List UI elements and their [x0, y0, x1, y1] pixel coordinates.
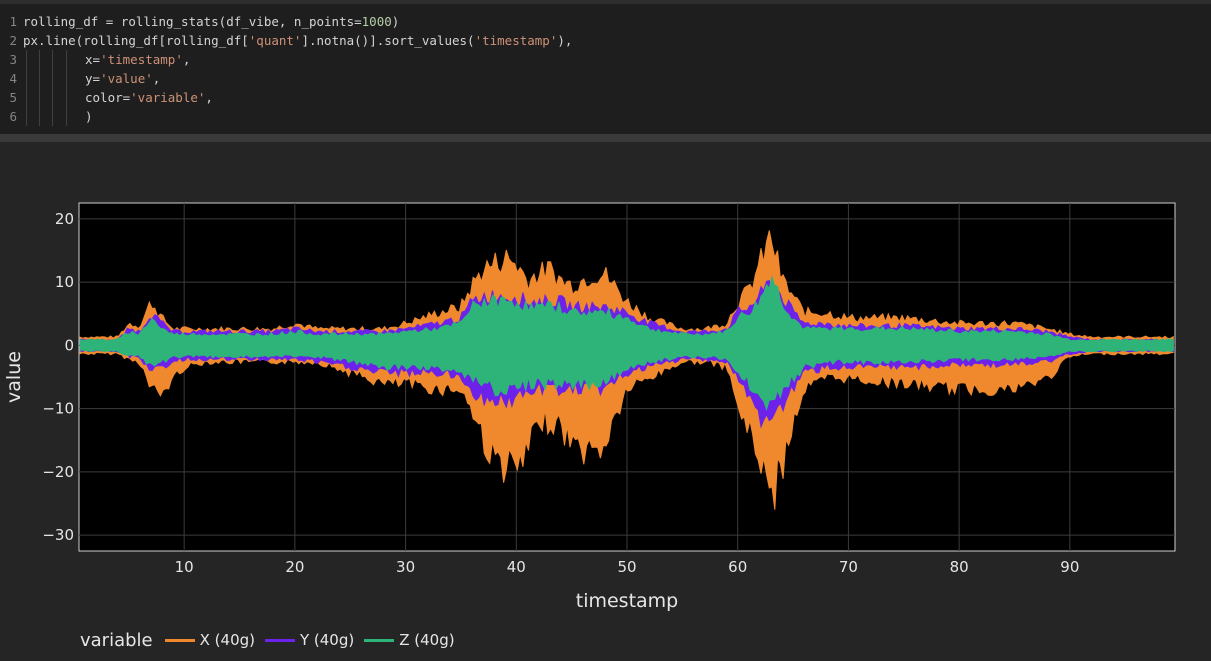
indent-guide — [39, 107, 40, 126]
code-token: rolling_df = rolling_stats(df_vibe, n_po… — [23, 14, 362, 29]
indent-guide — [52, 88, 53, 107]
x-tick-label: 10 — [175, 558, 194, 576]
code-token: , — [182, 52, 191, 67]
legend-label-x: X (40g) — [199, 631, 255, 649]
x-tick-label: 70 — [839, 558, 858, 576]
indent-guide — [39, 50, 40, 69]
legend-swatch-x — [164, 638, 195, 642]
x-tick-label: 30 — [396, 558, 415, 576]
y-tick-label: −30 — [42, 526, 74, 544]
code-token: px.line(rolling_df[rolling_df[ — [23, 33, 249, 48]
code-line[interactable]: 4 y='value', — [0, 69, 1211, 88]
line-number: 1 — [9, 14, 17, 29]
code-text: x='timestamp', — [85, 50, 190, 69]
code-token: ) — [391, 14, 400, 29]
code-line[interactable]: 6) — [0, 107, 1211, 126]
indent-guide — [52, 107, 53, 126]
y-tick-label: 0 — [64, 336, 74, 354]
code-token: ].notna()].sort_values( — [301, 33, 475, 48]
line-number: 5 — [9, 90, 17, 105]
code-token: , — [205, 90, 213, 105]
indent-guide — [26, 69, 27, 88]
x-tick-label: 90 — [1060, 558, 1079, 576]
line-chart[interactable]: 10 20 30 40 50 60 70 80 90 20 10 0 −10 −20 −30 timestam… — [0, 142, 1211, 661]
x-tick-label: 50 — [617, 558, 636, 576]
legend-label-z: Z (40g) — [399, 631, 455, 649]
indent-guide — [26, 88, 27, 107]
legend-item-z[interactable]: Z (40g) — [364, 631, 455, 649]
code-token: y= — [85, 71, 101, 86]
y-tick-label: −20 — [42, 463, 74, 481]
legend-title: variable — [80, 629, 153, 651]
y-axis-title: value — [3, 351, 25, 403]
indent-guide — [66, 88, 67, 107]
legend-swatch-y — [264, 638, 295, 642]
cell-output-area: 10 20 30 40 50 60 70 80 90 20 10 0 −10 −20 −30 timestam… — [0, 142, 1211, 661]
code-line[interactable]: 5 color='variable', — [0, 88, 1211, 107]
series-line-z[interactable] — [79, 275, 1174, 412]
legend-label-y: Y (40g) — [299, 631, 355, 649]
line-number: 2 — [9, 33, 17, 48]
cell-top-border — [0, 0, 1211, 4]
x-tick-label: 40 — [507, 558, 526, 576]
code-line[interactable]: 2 px.line(rolling_df[rolling_df['quant'].… — [0, 31, 1211, 50]
code-text: px.line(rolling_df[rolling_df['quant'].n… — [23, 31, 572, 50]
indent-guide — [66, 69, 67, 88]
x-tick-label: 80 — [950, 558, 969, 576]
indent-guide — [66, 50, 67, 69]
code-token: , — [152, 71, 161, 86]
code-token: 'timestamp' — [100, 52, 183, 67]
code-token: ), — [557, 33, 573, 48]
code-token: ) — [85, 109, 93, 124]
code-line[interactable]: 3 x='timestamp', — [0, 50, 1211, 69]
indent-guide — [52, 69, 53, 88]
x-tick-label: 20 — [285, 558, 304, 576]
code-token: 'value' — [100, 71, 153, 86]
code-token: color= — [85, 90, 131, 105]
x-axis-title: timestamp — [576, 590, 679, 612]
legend-swatch-z — [364, 638, 395, 642]
indent-guide — [26, 50, 27, 69]
code-token: 1000 — [361, 14, 392, 29]
code-text: ) — [85, 107, 93, 126]
code-text: y='value', — [85, 69, 160, 88]
code-text: rolling_df = rolling_stats(df_vibe, n_po… — [23, 12, 399, 31]
code-text: color='variable', — [85, 88, 213, 107]
chart-legend: variable X (40g) Y (40g) Z (40g) — [80, 627, 465, 653]
code-line[interactable]: 1 rolling_df = rolling_stats(df_vibe, n_p… — [0, 12, 1211, 31]
indent-guide — [39, 88, 40, 107]
code-token: 'timestamp' — [474, 33, 558, 48]
code-token: 'variable' — [130, 90, 206, 105]
cell-output-separator — [0, 134, 1211, 142]
y-tick-label: 20 — [55, 210, 74, 228]
code-token: x= — [85, 52, 101, 67]
line-number: 3 — [9, 52, 17, 67]
code-cell-editor[interactable]: 1 rolling_df = rolling_stats(df_vibe, n_p… — [0, 4, 1211, 134]
y-tick-label: 10 — [55, 273, 74, 291]
legend-item-y[interactable]: Y (40g) — [264, 631, 355, 649]
y-tick-label: −10 — [42, 400, 74, 418]
indent-guide — [66, 107, 67, 126]
indent-guide — [26, 107, 27, 126]
line-number: 4 — [9, 71, 17, 86]
code-token: 'quant' — [248, 33, 302, 48]
indent-guide — [39, 69, 40, 88]
line-number: 6 — [9, 109, 17, 124]
indent-guide — [52, 50, 53, 69]
x-tick-label: 60 — [728, 558, 747, 576]
legend-item-x[interactable]: X (40g) — [164, 631, 255, 649]
